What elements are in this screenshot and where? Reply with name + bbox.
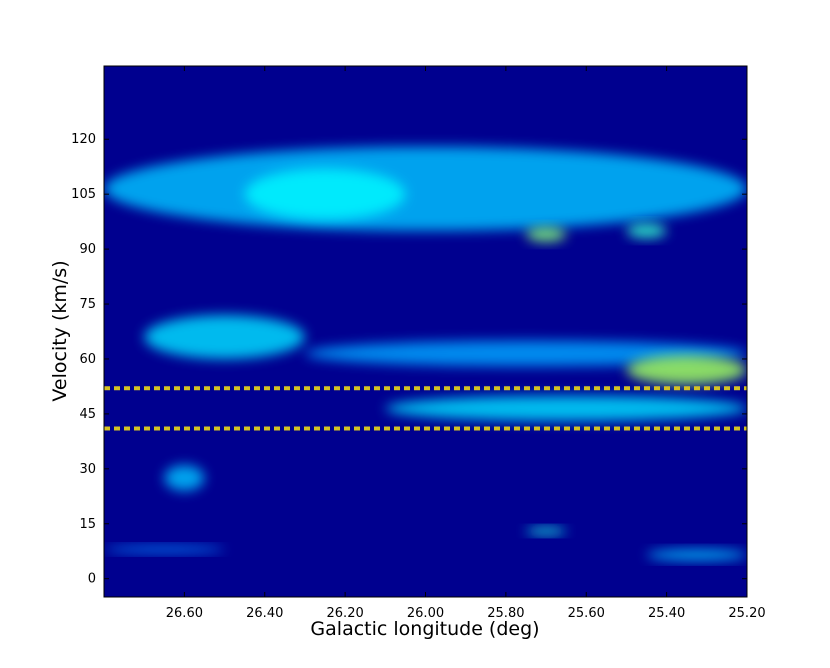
x-tick-label: 25.60: [568, 606, 605, 621]
y-tick-label: 0: [88, 572, 96, 587]
x-tick-label: 26.60: [166, 606, 203, 621]
y-tick-label: 120: [71, 132, 96, 147]
x-axis-ticks: 26.60 26.40 26.20 26.00 25.80 25.60 25.40 25.20: [166, 66, 766, 621]
y-tick-label: 105: [71, 187, 96, 202]
emission-feature: [304, 340, 747, 367]
emission-feature: [244, 168, 406, 220]
emission-feature: [646, 549, 747, 561]
y-axis-label: Velocity (km/s): [49, 260, 71, 401]
emission-feature: [626, 223, 667, 239]
x-tick-label: 26.40: [246, 606, 283, 621]
x-tick-label: 26.20: [327, 606, 364, 621]
annotation-layer: [104, 386, 747, 431]
y-tick-label: 15: [79, 517, 96, 532]
x-axis-label: Galactic longitude (deg): [310, 618, 539, 640]
emission-feature: [104, 146, 747, 231]
emission-feature: [626, 355, 747, 385]
x-tick-label: 25.20: [728, 606, 765, 621]
emission-layer: [104, 146, 747, 561]
y-tick-label: 45: [79, 407, 96, 422]
x-tick-label: 25.80: [487, 606, 524, 621]
emission-feature: [525, 527, 567, 535]
x-tick-label: 25.40: [648, 606, 685, 621]
x-tick-label: 26.00: [407, 606, 444, 621]
emission-feature: [164, 465, 205, 491]
emission-feature: [144, 315, 305, 359]
emission-feature: [525, 227, 567, 242]
y-tick-label: 90: [79, 242, 96, 257]
y-tick-label: 75: [79, 297, 96, 312]
y-tick-label: 60: [79, 352, 96, 367]
y-axis-ticks: 0 15 30 45 60 75 90 105 120: [71, 132, 747, 587]
emission-feature: [104, 545, 225, 554]
emission-feature: [385, 395, 747, 422]
y-tick-label: 30: [79, 462, 96, 477]
